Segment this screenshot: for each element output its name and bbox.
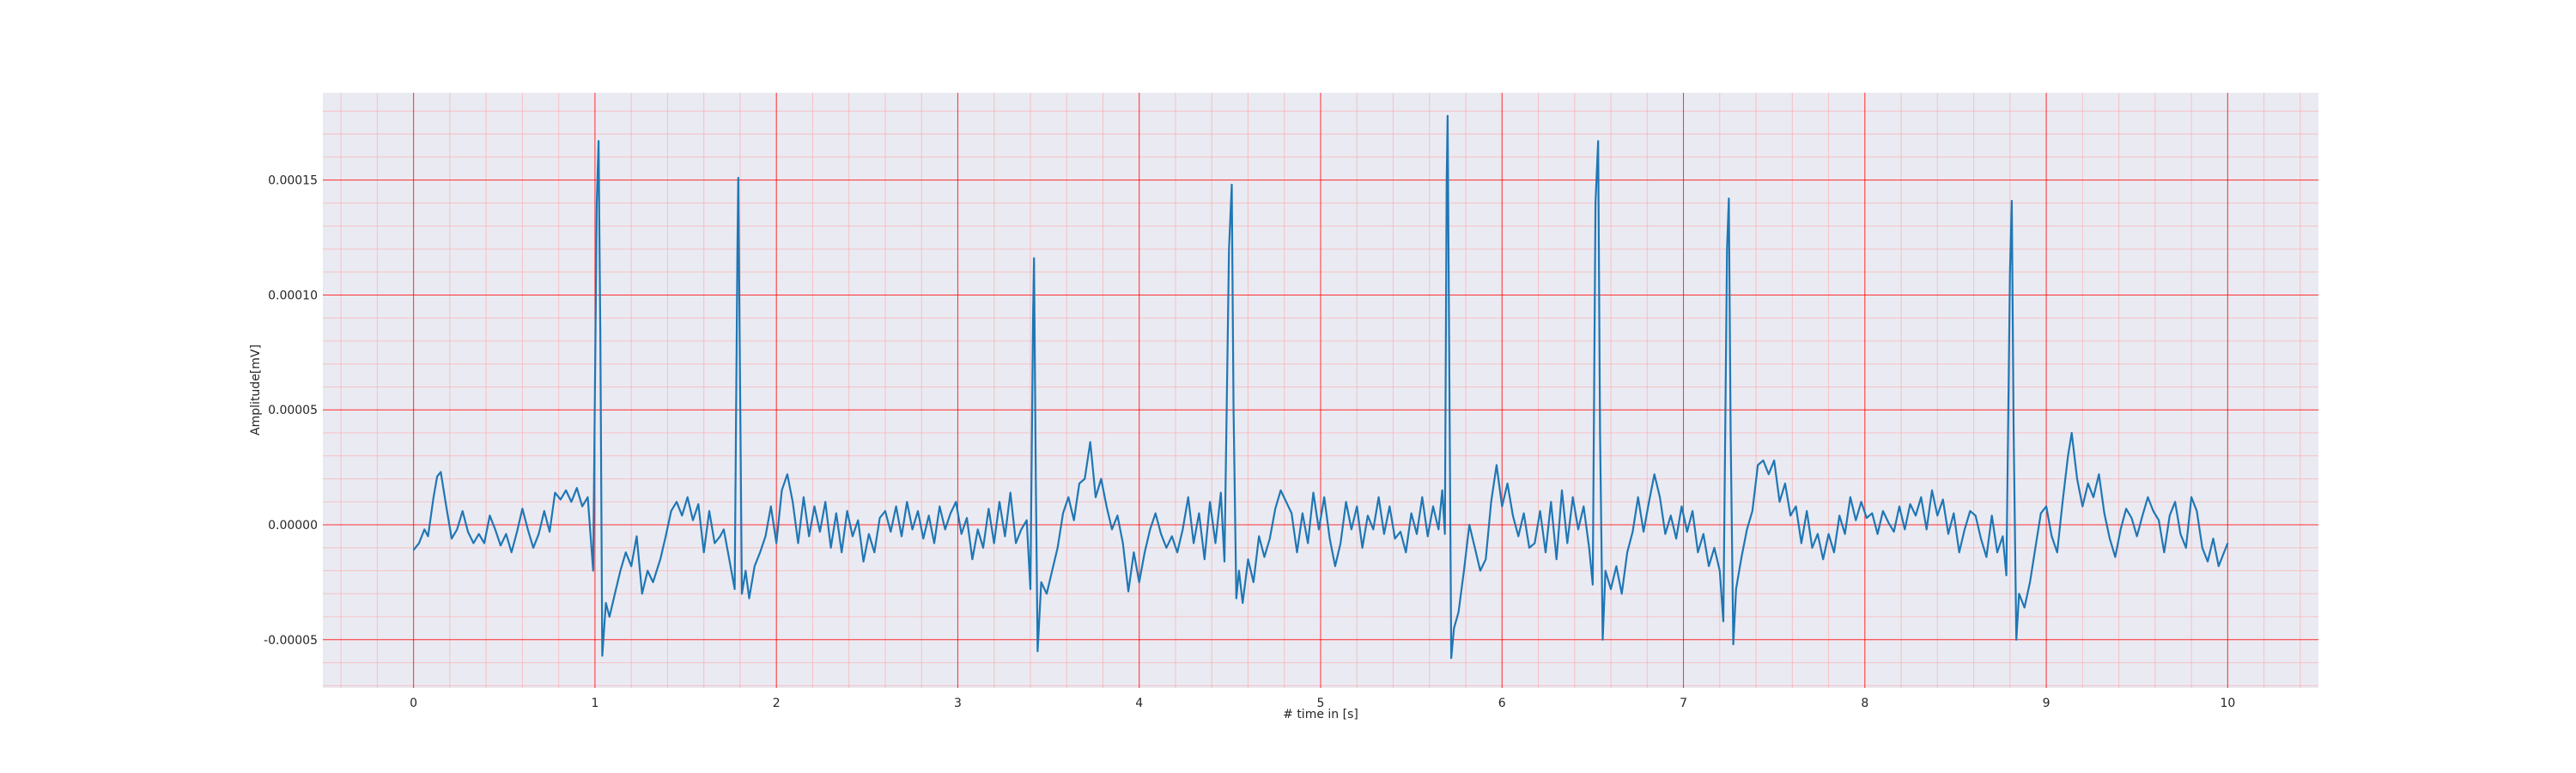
x-tick-label: 1 — [591, 697, 598, 710]
x-tick-label: 3 — [954, 697, 962, 710]
y-axis-ticks: -0.00005 0.00000 0.00005 0.00010 0.00015 — [264, 174, 318, 648]
major-grid — [323, 93, 2318, 688]
y-tick-label: 0.00015 — [268, 174, 318, 188]
x-tick-label: 10 — [2220, 697, 2235, 710]
x-tick-label: 4 — [1135, 697, 1143, 710]
y-tick-label: 0.00000 — [268, 519, 318, 533]
x-tick-label: 7 — [1680, 697, 1687, 710]
y-tick-label: -0.00005 — [264, 634, 318, 648]
x-tick-label: 5 — [1317, 697, 1325, 710]
x-tick-label: 2 — [773, 697, 781, 710]
x-tick-label: 8 — [1861, 697, 1868, 710]
x-axis-ticks: 0 1 2 3 4 5 6 7 8 9 10 — [410, 697, 2235, 710]
y-tick-label: 0.00010 — [268, 289, 318, 302]
y-tick-label: 0.00005 — [268, 404, 318, 417]
y-axis-label: Amplitude[mV] — [249, 344, 263, 435]
x-tick-label: 9 — [2043, 697, 2050, 710]
x-axis-label: # time in [s] — [1283, 708, 1358, 721]
x-tick-label: 6 — [1498, 697, 1506, 710]
x-tick-label: 0 — [410, 697, 417, 710]
ecg-signal-line — [412, 114, 2229, 660]
